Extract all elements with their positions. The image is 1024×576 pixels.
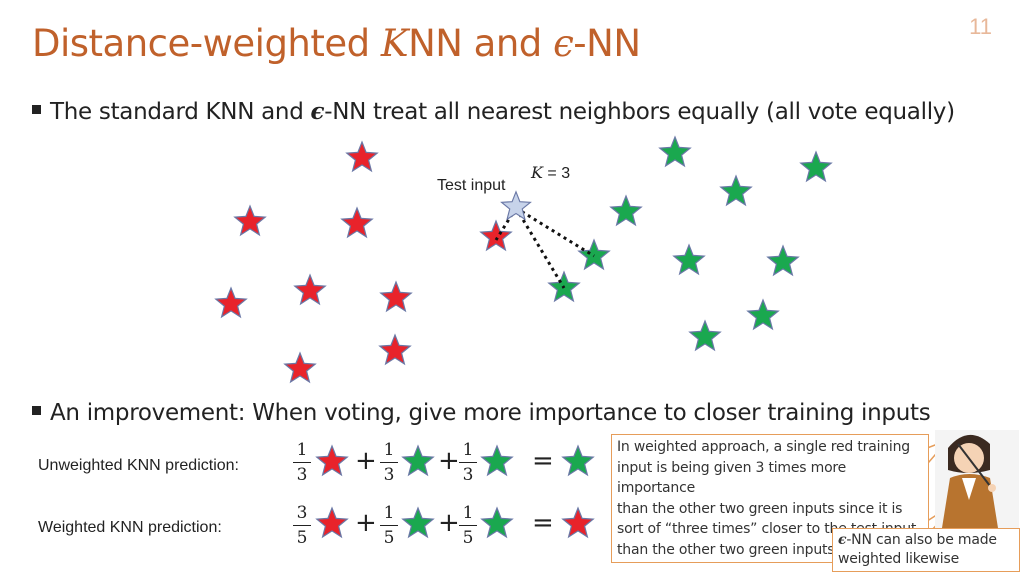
green-star-point [659, 136, 691, 167]
red-star-icon [316, 507, 348, 538]
callout-line: In weighted approach, a single red train… [617, 439, 910, 455]
plus-sign: + [355, 508, 377, 538]
equals-sign: = [532, 446, 554, 476]
callout-line: input is being given 3 times more import… [617, 459, 847, 497]
callout-line: than the other two green inputs [617, 541, 835, 558]
slide-number: 11 [969, 14, 992, 39]
teacher-illustration [935, 430, 1019, 530]
red-star-point [346, 141, 378, 172]
test-input-label: Test input [437, 177, 506, 194]
green-star-icon [481, 445, 513, 476]
green-star-point [720, 175, 752, 206]
callout-line: than the other two green inputs since it… [617, 500, 903, 517]
equals-sign: = [532, 508, 554, 538]
weighted-label: Weighted KNN prediction: [38, 519, 222, 536]
test-star-point [500, 191, 532, 220]
callout-line: weighted likewise [838, 551, 960, 567]
eps-nn-callout: ϵ-NN can also be made weighted likewise [832, 528, 1020, 572]
red-star-point [380, 281, 412, 312]
red-star-point [215, 287, 247, 318]
k-value-label: K = 3 [531, 163, 571, 182]
green-star-point [610, 195, 642, 226]
green-star-icon [402, 445, 434, 476]
callout-line: ϵ-NN can also be made [838, 532, 997, 548]
red-star-point [234, 205, 266, 236]
green-star-point [800, 151, 832, 182]
link-to-green-neighbor-2 [514, 207, 566, 289]
green-star-point [689, 320, 721, 351]
green-star-point [673, 244, 705, 275]
plus-sign: + [438, 508, 460, 538]
green-star-point [767, 245, 799, 276]
green-star-icon [402, 507, 434, 538]
green-star-point [747, 299, 779, 330]
red-star-icon [316, 445, 348, 476]
green-training-points [548, 136, 832, 351]
red-star-point [341, 207, 373, 238]
bullet-improvement: An improvement: When voting, give more i… [32, 400, 931, 426]
red-star-point [294, 274, 326, 305]
test-input-point [500, 191, 532, 220]
bullet-marker [32, 406, 41, 415]
plus-sign: + [355, 446, 377, 476]
green-star-point [578, 239, 610, 270]
link-to-green-neighbor-1 [515, 206, 595, 258]
unweighted-label: Unweighted KNN prediction: [38, 457, 239, 474]
green-star-icon [562, 445, 594, 476]
red-star-point [480, 220, 512, 251]
neighbor-links [494, 206, 595, 289]
bullet-marker [32, 105, 41, 114]
slide-title: Distance-weighted KNN and ϵ-NN [32, 22, 641, 65]
bullet-standard-knn: The standard KNN and ϵ-NN treat all near… [32, 98, 955, 125]
red-star-icon [562, 507, 594, 538]
green-star-icon [481, 507, 513, 538]
red-star-point [284, 352, 316, 383]
red-star-point [379, 334, 411, 365]
plus-sign: + [438, 446, 460, 476]
